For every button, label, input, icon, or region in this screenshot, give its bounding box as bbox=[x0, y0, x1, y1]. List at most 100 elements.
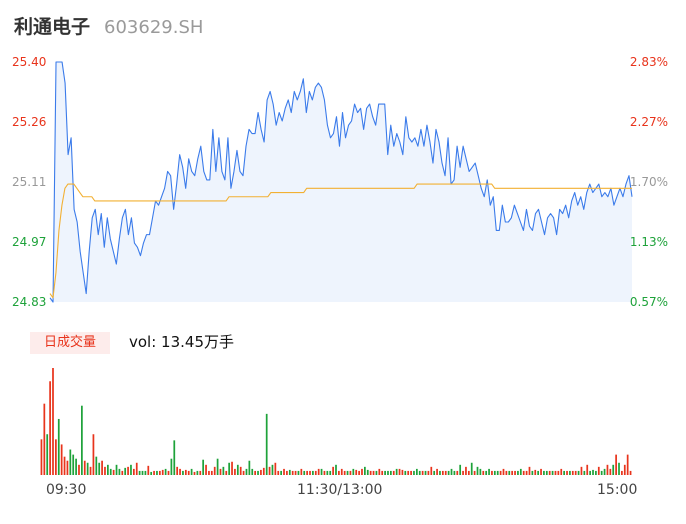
volume-bar bbox=[193, 471, 196, 475]
volume-bar bbox=[441, 470, 444, 475]
volume-bar bbox=[496, 470, 499, 475]
volume-bar bbox=[623, 464, 626, 475]
y-tick-left: 24.83 bbox=[12, 295, 47, 309]
volume-bar bbox=[182, 470, 184, 475]
volume-bar bbox=[381, 470, 384, 475]
volume-bar bbox=[268, 466, 271, 475]
volume-bar bbox=[407, 470, 410, 475]
volume-bar bbox=[288, 469, 291, 475]
volume-bar bbox=[401, 469, 404, 475]
volume-bar bbox=[63, 456, 66, 475]
volume-bar bbox=[81, 405, 83, 475]
y-tick-right: 1.70% bbox=[629, 175, 668, 189]
volume-bar bbox=[502, 468, 505, 475]
volume-bar bbox=[283, 468, 285, 475]
volume-bar bbox=[40, 439, 43, 475]
volume-bar bbox=[433, 470, 436, 475]
volume-bar bbox=[574, 470, 577, 475]
y-tick-left: 25.40 bbox=[12, 55, 47, 69]
volume-bar bbox=[335, 464, 337, 475]
volume-bar bbox=[447, 470, 450, 475]
volume-bar bbox=[49, 381, 51, 475]
volume-bar bbox=[156, 470, 158, 475]
volume-bar bbox=[83, 460, 86, 475]
volume-bar bbox=[184, 469, 187, 475]
volume-bar bbox=[112, 469, 115, 475]
y-tick-right: 0.57% bbox=[629, 295, 668, 309]
volume-bar bbox=[109, 468, 112, 475]
volume-bar bbox=[398, 468, 401, 475]
volume-bar bbox=[387, 470, 389, 475]
volume-bar bbox=[199, 470, 202, 475]
volume-bar bbox=[210, 470, 213, 475]
volume-bar bbox=[248, 460, 251, 475]
volume-bar bbox=[314, 470, 317, 475]
volume-bar bbox=[332, 466, 334, 475]
volume-bar bbox=[534, 469, 537, 475]
y-tick-left: 25.11 bbox=[12, 175, 47, 189]
volume-bar bbox=[242, 470, 245, 475]
volume-bar bbox=[595, 470, 597, 475]
volume-bar bbox=[208, 470, 210, 475]
volume-bar bbox=[615, 454, 617, 475]
volume-bar bbox=[167, 470, 170, 475]
volume-bar bbox=[519, 468, 522, 475]
volume-bar bbox=[528, 466, 531, 475]
volume-bar bbox=[569, 470, 571, 475]
volume-bar bbox=[222, 466, 225, 475]
volume-bar bbox=[467, 470, 470, 475]
volume-bar bbox=[592, 469, 594, 475]
volume-bar bbox=[343, 470, 346, 475]
volume-bar bbox=[404, 470, 407, 475]
volume-bar bbox=[361, 468, 363, 475]
volume-bar bbox=[476, 466, 479, 475]
volume-bar bbox=[499, 470, 502, 475]
volume-bar bbox=[439, 470, 441, 475]
volume-bar bbox=[86, 462, 89, 475]
volume-bar bbox=[462, 470, 464, 475]
volume-bar bbox=[239, 466, 242, 475]
volume-bar bbox=[346, 470, 349, 475]
volume-bar bbox=[323, 470, 326, 475]
volume-bar bbox=[606, 464, 609, 475]
x-tick: 15:00 bbox=[597, 482, 638, 498]
volume-bar bbox=[135, 462, 138, 475]
volume-bar bbox=[101, 460, 103, 475]
volume-bar bbox=[164, 468, 167, 475]
volume-bar bbox=[364, 466, 366, 475]
volume-bar bbox=[144, 470, 147, 475]
volume-bar bbox=[291, 470, 294, 475]
volume-bar bbox=[508, 470, 511, 475]
volume-bar bbox=[410, 470, 412, 475]
volume-bar bbox=[274, 462, 277, 475]
volume-bar bbox=[219, 468, 222, 475]
volume-bar bbox=[277, 470, 280, 475]
volume-bar bbox=[66, 460, 69, 475]
volume-bar bbox=[326, 470, 329, 475]
volume-bar bbox=[384, 470, 386, 475]
volume-bar bbox=[543, 470, 545, 475]
volume-bar bbox=[505, 470, 508, 475]
volume-bar bbox=[130, 464, 132, 475]
volume-bar bbox=[583, 470, 586, 475]
y-tick-right: 2.27% bbox=[629, 115, 668, 129]
volume-bar bbox=[421, 470, 424, 475]
volume-bar bbox=[621, 470, 623, 475]
volume-bar bbox=[488, 468, 490, 475]
volume-bar bbox=[118, 468, 121, 475]
volume-bar bbox=[161, 469, 164, 475]
volume-bar bbox=[303, 470, 306, 475]
volume-bar bbox=[231, 461, 233, 475]
volume-bar bbox=[493, 470, 496, 475]
x-tick: 11:30/13:00 bbox=[297, 482, 383, 498]
y-tick-left: 24.97 bbox=[12, 235, 47, 249]
volume-bar bbox=[603, 468, 606, 475]
volume-bar bbox=[170, 458, 173, 475]
volume-bar bbox=[121, 470, 124, 475]
volume-bar bbox=[312, 470, 314, 475]
volume-bar bbox=[257, 470, 259, 475]
volume-bar bbox=[176, 466, 179, 475]
volume-bar bbox=[202, 459, 205, 475]
volume-bar bbox=[173, 440, 176, 475]
volume-bar bbox=[245, 468, 248, 475]
